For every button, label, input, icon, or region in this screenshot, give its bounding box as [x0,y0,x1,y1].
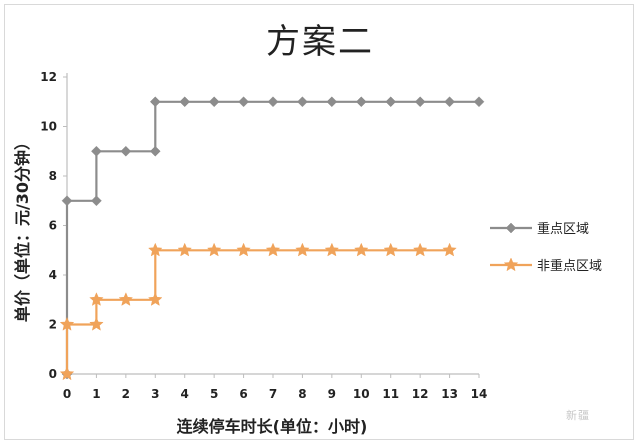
series-1-point [179,96,191,108]
x-tick-label: 5 [210,387,218,401]
x-tick-label: 1 [92,387,100,401]
series-2-point [236,242,251,257]
series-2-point [206,242,222,257]
x-tick-label: 14 [471,387,488,401]
series-2-point [118,292,134,306]
series-2-point [324,242,340,257]
series-2-point [442,242,457,257]
series-1-point [326,96,338,108]
x-tick-label: 12 [412,387,429,401]
legend-label-1: 重点区域 [537,221,589,237]
series-1-point [267,96,279,108]
series-2-point [412,242,428,257]
series-2-point [59,316,75,331]
y-tick-label: 6 [49,219,57,233]
y-tick-label: 8 [49,169,57,183]
series-line-1 [65,100,479,374]
legend-marker-2 [503,257,519,272]
series-1-point [91,195,102,207]
series-2-point [265,242,281,257]
x-tick-label: 7 [269,387,277,401]
series-2-point [147,292,163,306]
series-line-2 [65,249,450,374]
series-1-point [238,96,249,108]
series-2-point [89,316,104,331]
x-tick-label: 11 [382,387,399,401]
series-1-point [208,96,220,108]
legend-label-2: 非重点区域 [537,258,602,274]
y-tick-label: 0 [49,367,57,381]
x-axis-label: 连续停车时长(单位：小时) [176,417,368,436]
series-1-point [120,145,132,157]
y-tick-label: 4 [49,268,57,282]
x-tick-label: 3 [151,387,159,401]
series-1-point [385,96,397,108]
x-tick-label: 0 [63,387,71,401]
series-2-point [89,292,104,306]
series-2-point [147,242,163,257]
watermark: 新疆 [566,409,590,422]
series-2-point [59,366,75,381]
series-1-point [414,96,426,108]
series-1-point [297,96,308,108]
y-tick-label: 12 [40,70,57,84]
series-1-point [149,145,161,157]
series-2-point [295,242,310,257]
series-1-point [444,96,455,108]
x-tick-label: 8 [298,387,306,401]
series-1-point [355,96,367,108]
x-tick-label: 10 [353,387,370,401]
x-tick-label: 6 [239,387,247,401]
chart-title: 方案二 [266,22,374,62]
x-tick-label: 4 [181,387,189,401]
series-1-point [149,96,161,108]
series-2-point [177,242,193,257]
y-tick-label: 2 [49,318,57,332]
x-tick-label: 13 [441,387,458,401]
x-tick-label: 9 [328,387,336,401]
series-1-point [91,145,102,157]
legend-marker-1 [505,222,517,234]
series-1-point [61,195,73,207]
chart-frame [4,4,634,440]
series-2-point [383,242,399,257]
y-tick-label: 10 [40,120,57,134]
x-tick-label: 2 [122,387,130,401]
series-2-point [353,242,369,257]
series-1-point [473,96,485,108]
